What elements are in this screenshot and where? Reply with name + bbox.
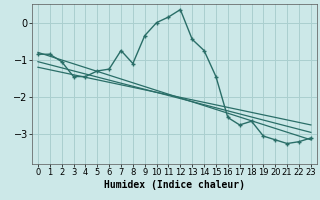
X-axis label: Humidex (Indice chaleur): Humidex (Indice chaleur) [104,180,245,190]
